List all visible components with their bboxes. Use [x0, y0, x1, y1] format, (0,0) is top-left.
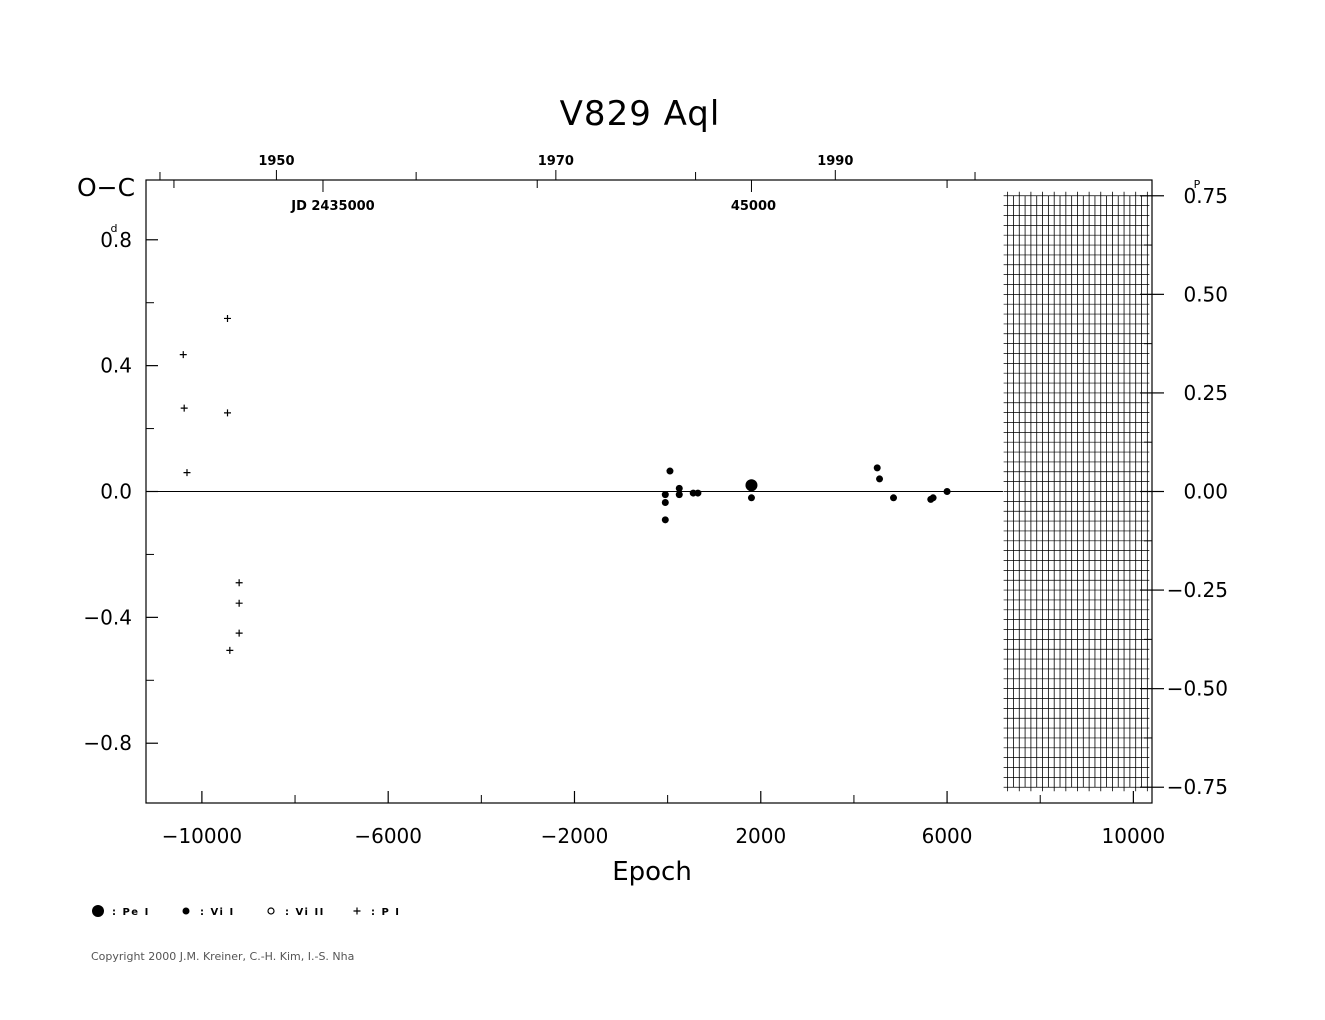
data-point: [675, 484, 683, 492]
x-tick-label: −10000: [162, 824, 242, 848]
x-tick-label: 10000: [1102, 824, 1166, 848]
copyright-notice: Copyright 2000 J.M. Kreiner, C.-H. Kim, …: [91, 950, 355, 963]
data-point: [661, 491, 669, 499]
data-point: [235, 599, 243, 607]
jd-tick-label: JD 2435000: [290, 199, 374, 214]
x-tick-label: −2000: [541, 824, 609, 848]
y-left-tick-label: 0.4: [100, 354, 132, 378]
data-point: [226, 646, 234, 654]
legend-item: : Vi II: [267, 907, 325, 918]
data-point: [747, 494, 755, 502]
series-p-i: [179, 314, 243, 654]
x-tick-label: −6000: [354, 824, 422, 848]
data-point: [745, 479, 758, 492]
legend-marker: [353, 907, 361, 915]
y-right-tick-label: 0.00: [1183, 480, 1228, 504]
legend-label: : Vi I: [200, 907, 235, 918]
legend-item: : Vi I: [182, 907, 235, 918]
data-point: [890, 494, 898, 502]
y-right-tick-label: −0.50: [1167, 677, 1228, 701]
series-vi-i: [661, 464, 951, 524]
x-axis-label: Epoch: [612, 857, 692, 887]
year-tick-label: 1950: [258, 154, 294, 169]
data-point: [666, 467, 674, 475]
legend-marker: [182, 907, 190, 915]
legend-item: : Pe I: [92, 905, 150, 918]
legend-label: : Vi II: [285, 907, 325, 918]
data-point: [661, 516, 669, 524]
data-point: [661, 499, 669, 507]
y-left-unit: d: [111, 222, 118, 235]
y-right-tick-label: −0.25: [1167, 578, 1228, 602]
data-point: [675, 491, 683, 499]
y-left-tick-label: −0.4: [83, 605, 132, 629]
data-point: [183, 469, 191, 477]
year-tick-label: 1990: [817, 154, 853, 169]
data-point: [235, 579, 243, 587]
y-left-tick-label: −0.8: [83, 731, 132, 755]
legend-label: : Pe I: [112, 907, 150, 918]
y-axis-label: O−C: [77, 173, 135, 202]
y-right-tick-label: 0.75: [1183, 184, 1228, 208]
data-point: [873, 464, 881, 472]
series-pe-i: [745, 479, 758, 492]
y-left-tick-label: 0.8: [100, 228, 132, 252]
data-point: [179, 351, 187, 359]
legend-marker: [267, 907, 275, 915]
y-right-tick-label: 0.25: [1183, 381, 1228, 405]
hatch-grid: [1003, 191, 1150, 792]
y-right-tick-label: −0.75: [1167, 775, 1228, 799]
y-left-tick-label: 0.0: [100, 480, 132, 504]
x-tick-label: 2000: [735, 824, 786, 848]
x-tick-label: 6000: [922, 824, 973, 848]
data-point: [876, 475, 884, 483]
data-point: [224, 314, 232, 322]
legend-marker: [92, 905, 104, 917]
data-point: [929, 494, 937, 502]
y-right-unit: P: [1194, 178, 1201, 191]
chart-title: V829 Aql: [560, 94, 721, 134]
data-point: [943, 488, 951, 495]
legend-label: : P I: [371, 907, 401, 918]
y-right-tick-label: 0.50: [1183, 282, 1228, 306]
legend-item: : P I: [353, 907, 401, 918]
year-tick-label: 1970: [538, 154, 574, 169]
data-point: [694, 489, 702, 497]
jd-tick-label: 45000: [731, 199, 776, 214]
data-point: [180, 404, 188, 412]
data-point: [224, 409, 232, 417]
data-point: [235, 629, 243, 637]
